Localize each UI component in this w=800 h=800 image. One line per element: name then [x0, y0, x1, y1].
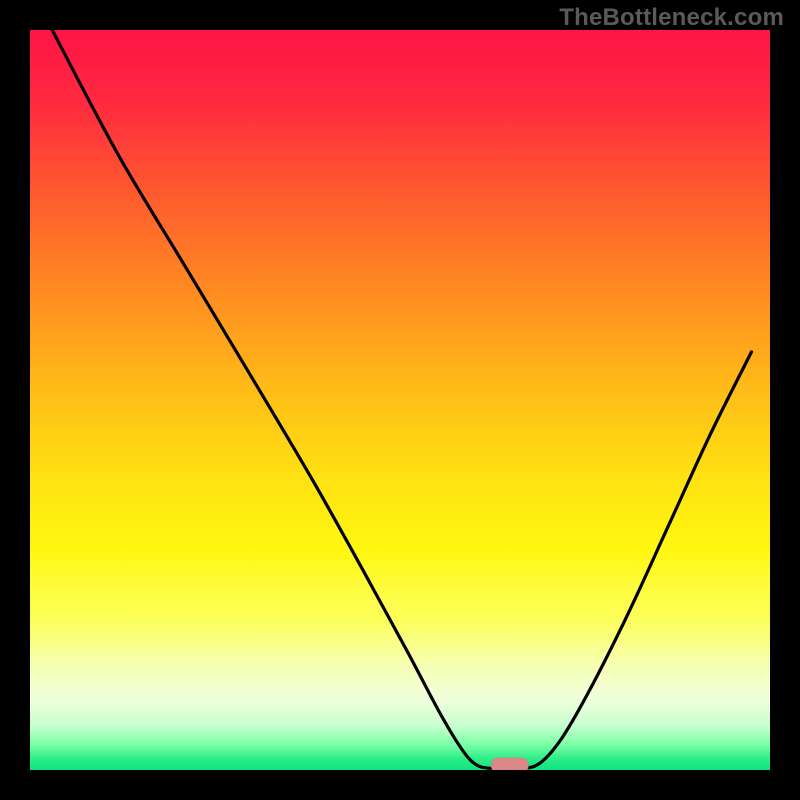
- frame-bottom: [0, 770, 800, 800]
- plot-area: [30, 30, 770, 770]
- frame-left: [0, 0, 30, 800]
- watermark-text: TheBottleneck.com: [559, 4, 784, 32]
- frame-right: [770, 0, 800, 800]
- bottleneck-curve: [30, 30, 770, 770]
- gradient-bg: [30, 30, 770, 770]
